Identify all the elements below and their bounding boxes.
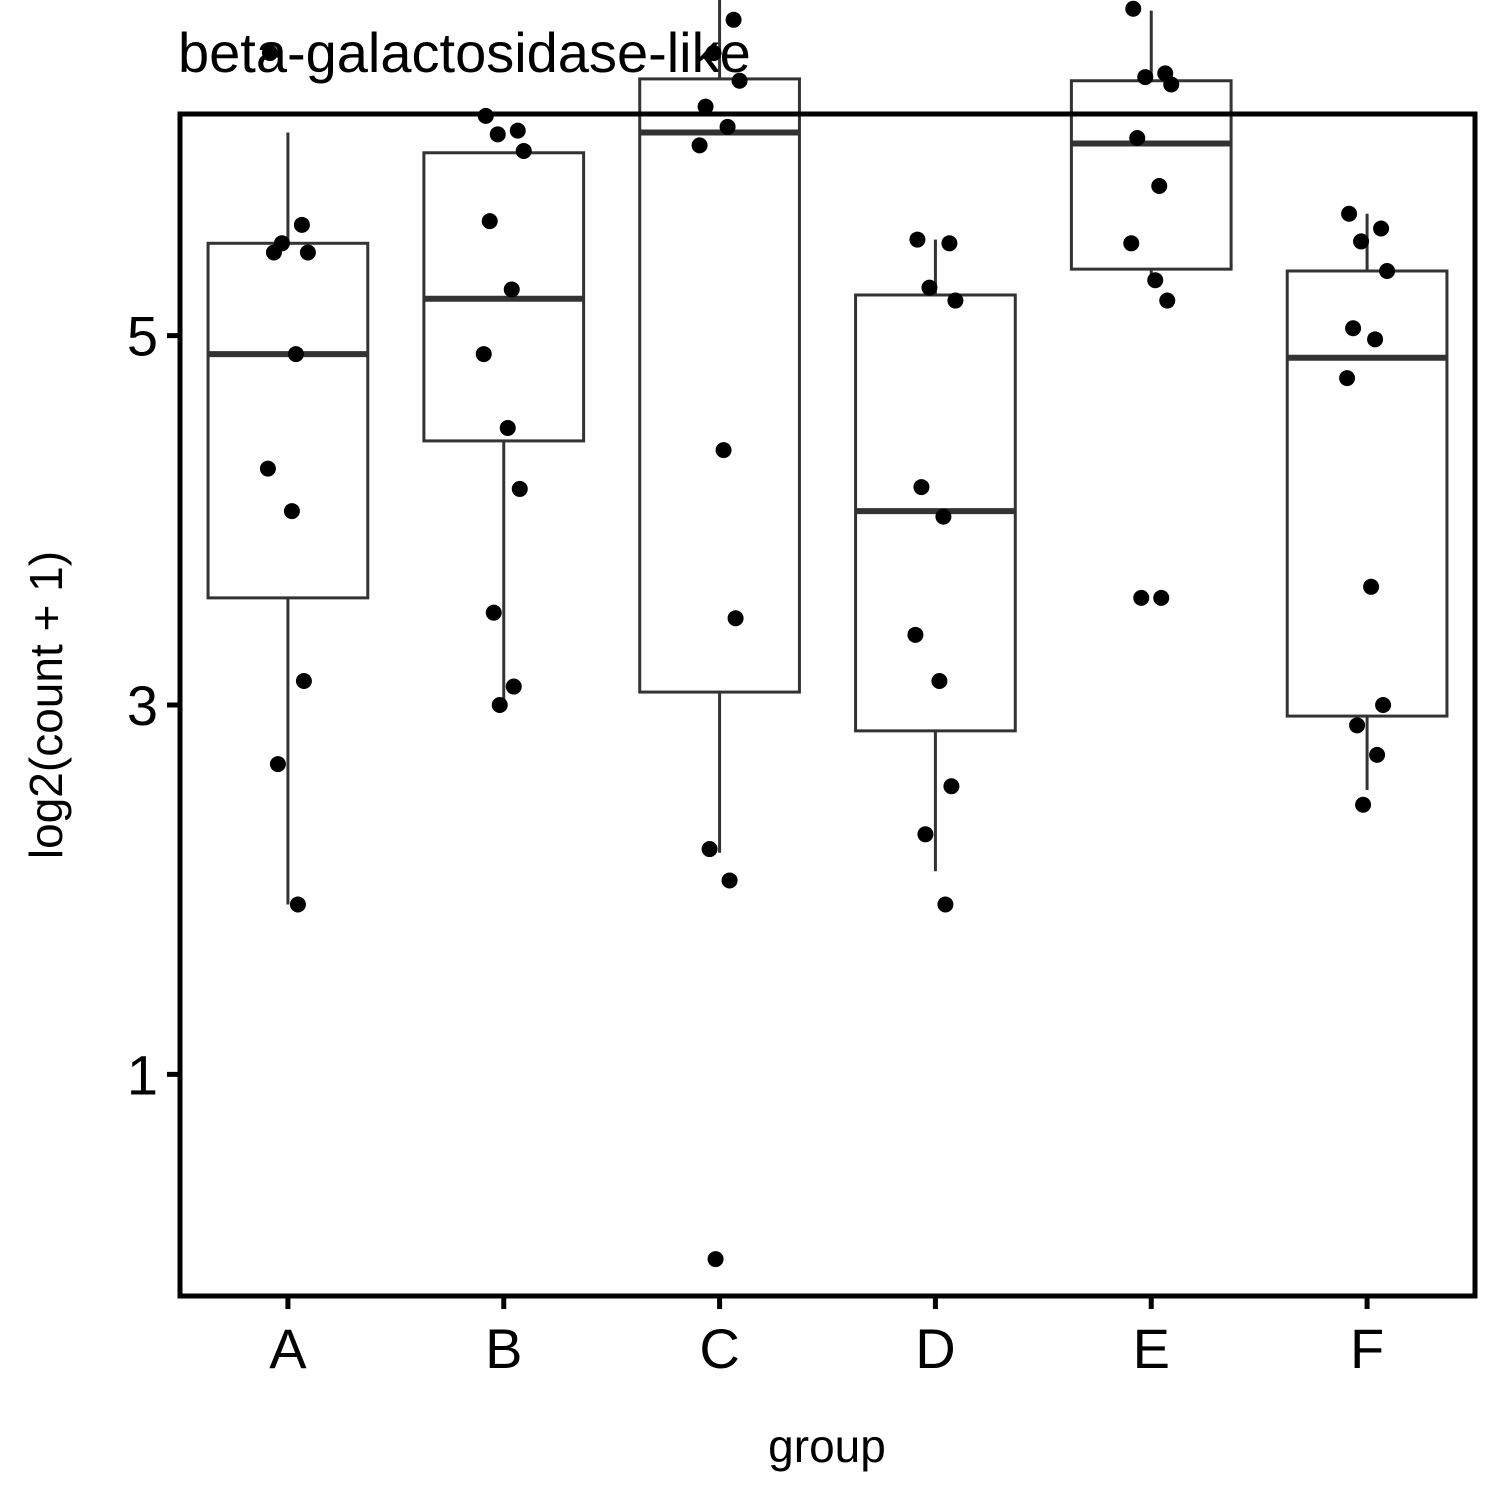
box-group-e [1069, 10, 1233, 281]
x-axis-label: group [768, 1420, 886, 1472]
data-point [727, 610, 744, 627]
x-tick-label-c: C [699, 1317, 739, 1380]
data-point [1147, 272, 1164, 289]
data-point [289, 896, 306, 913]
points-group-f [1339, 205, 1396, 813]
data-point [505, 678, 522, 695]
data-point [721, 872, 738, 889]
box-group-d [854, 239, 1017, 872]
data-point [909, 231, 926, 248]
data-point [299, 244, 316, 261]
data-point [1153, 589, 1170, 606]
data-point [481, 213, 498, 230]
data-point [731, 72, 748, 89]
data-point [691, 137, 708, 154]
data-point [715, 442, 732, 459]
data-point [913, 479, 930, 496]
data-point [259, 460, 276, 477]
points-group-b [475, 107, 532, 713]
data-point [1123, 235, 1140, 252]
data-point [1369, 746, 1386, 763]
data-point [917, 826, 934, 843]
data-point [1129, 130, 1146, 147]
y-tick-label: 1 [127, 1043, 158, 1106]
data-point [1355, 796, 1372, 813]
data-point [931, 672, 948, 689]
iqr-box [206, 241, 370, 600]
x-tick-label-d: D [915, 1317, 955, 1380]
data-point [1159, 292, 1176, 309]
data-point [475, 346, 492, 363]
data-point [1353, 233, 1370, 250]
axis-layer: 1 3 5 A B C D E F [127, 305, 1384, 1380]
data-point [1367, 331, 1384, 348]
y-tick-label: 3 [127, 674, 158, 737]
data-point [511, 480, 528, 497]
data-point [269, 756, 286, 773]
iqr-box [1285, 269, 1449, 718]
x-tick-label-a: A [269, 1317, 307, 1380]
data-point [937, 896, 954, 913]
data-point [485, 604, 502, 621]
data-point [1151, 178, 1168, 195]
data-point [265, 244, 282, 261]
data-point [1339, 370, 1356, 387]
data-point [503, 281, 520, 298]
iqr-box [638, 77, 801, 694]
x-tick-label-b: B [485, 1317, 522, 1380]
data-point [1363, 578, 1380, 595]
data-point [921, 279, 938, 296]
data-point [1341, 205, 1358, 222]
data-point [705, 45, 722, 62]
box-group-f [1285, 213, 1449, 790]
points-group-d [907, 231, 964, 913]
data-point [261, 45, 278, 62]
points-group-a [259, 45, 316, 913]
iqr-box [1069, 79, 1233, 271]
data-point [499, 419, 516, 436]
data-point [295, 672, 312, 689]
data-point [697, 98, 714, 115]
data-point [1373, 220, 1390, 237]
data-point [947, 292, 964, 309]
x-tick-label-f: F [1350, 1317, 1384, 1380]
data-point [1133, 589, 1150, 606]
plot-layer [206, 0, 1449, 1268]
data-point [935, 508, 952, 525]
data-point [707, 1251, 724, 1268]
plot-panel-border [177, 111, 1478, 1299]
y-axis-label: log2(count + 1) [20, 551, 72, 859]
box-group-b [422, 151, 586, 705]
data-point [515, 142, 532, 159]
data-point [1163, 76, 1180, 93]
data-point [1375, 697, 1392, 713]
data-point [725, 11, 742, 28]
data-point [719, 118, 736, 135]
data-point [943, 778, 960, 795]
data-point [907, 626, 924, 643]
data-point [287, 346, 304, 363]
data-point [293, 216, 310, 233]
x-tick-label-e: E [1133, 1317, 1170, 1380]
data-point [491, 697, 508, 713]
data-point [509, 122, 526, 139]
data-point [1125, 0, 1142, 17]
box-group-c [638, 0, 801, 853]
data-point [1137, 69, 1154, 86]
data-point [941, 235, 958, 252]
points-group-c [691, 11, 748, 1268]
data-point [283, 503, 300, 520]
points-group-e [1123, 0, 1180, 606]
data-point [1345, 320, 1362, 337]
y-tick-label: 5 [127, 305, 158, 368]
data-point [489, 126, 506, 143]
box-group-a [206, 132, 370, 905]
data-point [701, 841, 718, 858]
data-point [1379, 262, 1396, 279]
data-point [1349, 717, 1366, 734]
